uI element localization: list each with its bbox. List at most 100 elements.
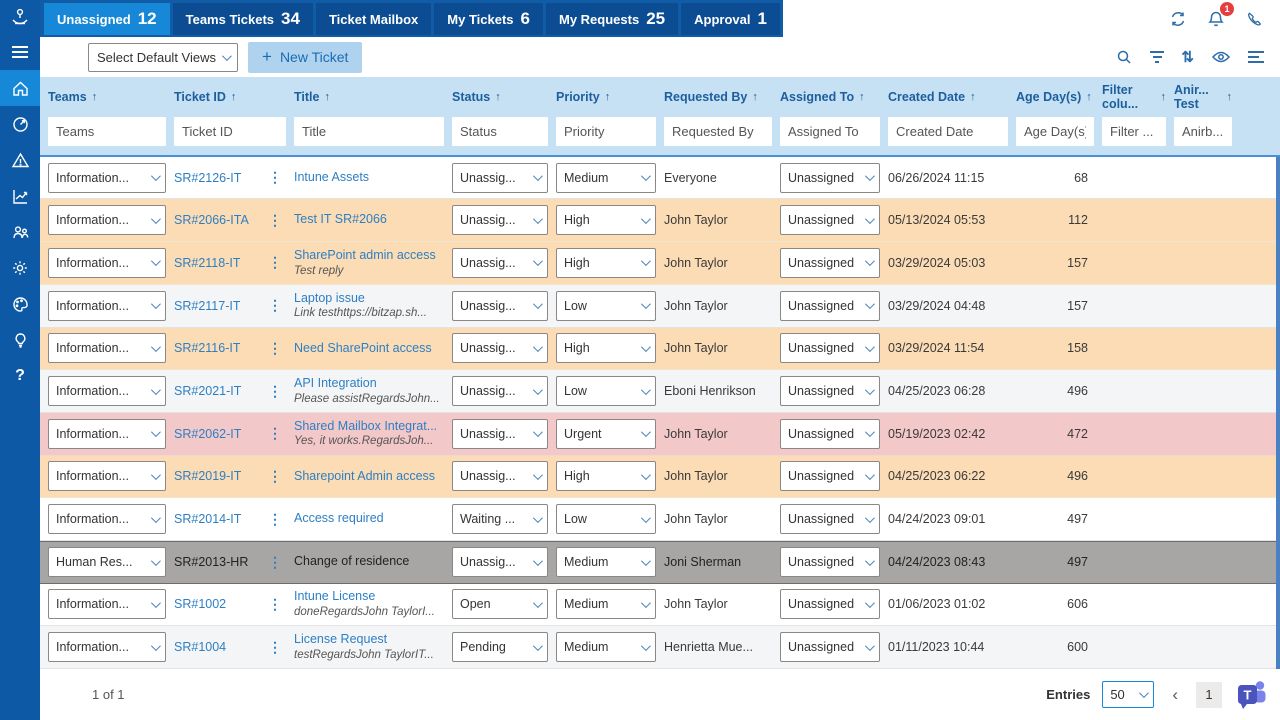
table-row-sr-2019-it[interactable]: Information... SR#2019-IT ⋮ Sharepoint A…: [40, 455, 1280, 499]
status-select[interactable]: Waiting ...: [452, 504, 548, 535]
assigned-to-select[interactable]: Unassigned: [780, 205, 880, 236]
bell-icon[interactable]: 1: [1206, 1, 1234, 29]
sidebar-item-dashboard[interactable]: [0, 106, 40, 142]
assigned-to-select[interactable]: Unassigned: [780, 589, 880, 620]
default-views-dropdown[interactable]: Select Default Views: [88, 42, 238, 72]
ticket-id-link[interactable]: SR#2126-IT: [174, 170, 242, 185]
ticket-title-link[interactable]: Change of residence: [294, 554, 410, 569]
ticket-id-link[interactable]: SR#1002: [174, 597, 227, 612]
filter-input-priority[interactable]: [556, 116, 656, 146]
priority-select[interactable]: High: [556, 247, 656, 278]
column-header-requested-by[interactable]: Requested By ↑: [664, 90, 758, 105]
table-row-sr-2021-it[interactable]: Information... SR#2021-IT ⋮ API Integrat…: [40, 370, 1280, 413]
prev-page-button[interactable]: ‹: [1172, 684, 1178, 704]
filter-input-requested-by[interactable]: [664, 116, 772, 146]
column-header-created-date[interactable]: Created Date ↑: [888, 90, 976, 105]
page-number[interactable]: 1: [1196, 681, 1222, 708]
table-row-sr-2118-it[interactable]: Information... SR#2118-IT ⋮ SharePoint a…: [40, 242, 1280, 285]
table-row-sr-1002[interactable]: Information... SR#1002 ⋮ Intune License …: [40, 583, 1280, 627]
priority-select[interactable]: Low: [556, 290, 656, 321]
sidebar-item-settings[interactable]: [0, 250, 40, 286]
ticket-title-link[interactable]: Test IT SR#2066: [294, 212, 387, 227]
kebab-menu-icon[interactable]: ⋮: [268, 169, 282, 186]
status-select[interactable]: Unassig...: [452, 205, 548, 236]
priority-select[interactable]: Urgent: [556, 418, 656, 449]
column-header-anirb-test[interactable]: Anir... Test ↑: [1174, 83, 1232, 112]
sidebar-item-help[interactable]: ?: [15, 367, 25, 384]
assigned-to-select[interactable]: Unassigned: [780, 547, 880, 578]
status-select[interactable]: Unassig...: [452, 162, 548, 193]
sort-icon[interactable]: ⇅: [1181, 49, 1194, 66]
filter-input-ticket-id[interactable]: [174, 116, 286, 146]
ticket-title-link[interactable]: Sharepoint Admin access: [294, 468, 436, 483]
filter-input-filter-colu[interactable]: [1102, 116, 1166, 146]
priority-select[interactable]: High: [556, 205, 656, 236]
column-header-title[interactable]: Title ↑: [294, 90, 330, 105]
ticket-title-link[interactable]: Laptop issue: [294, 290, 365, 305]
sidebar-item-alerts[interactable]: [0, 142, 40, 178]
table-row-sr-2126-it[interactable]: Information... SR#2126-IT ⋮ Intune Asset…: [40, 156, 1280, 200]
priority-select[interactable]: Low: [556, 376, 656, 407]
sidebar-item-reports[interactable]: [0, 178, 40, 214]
ticket-title-link[interactable]: Intune License: [294, 589, 376, 604]
ticket-id-link[interactable]: SR#2021-IT: [174, 384, 242, 399]
filter-input-teams[interactable]: [48, 116, 166, 146]
ticket-title-link[interactable]: Access required: [294, 511, 384, 526]
refresh-icon[interactable]: [1168, 9, 1188, 29]
kebab-menu-icon[interactable]: ⋮: [268, 510, 282, 527]
priority-select[interactable]: Medium: [556, 547, 656, 578]
kebab-menu-icon[interactable]: ⋮: [268, 467, 282, 484]
hamburger-icon[interactable]: [0, 34, 40, 70]
assigned-to-select[interactable]: Unassigned: [780, 376, 880, 407]
assigned-to-select[interactable]: Unassigned: [780, 632, 880, 663]
sidebar-item-ideas[interactable]: [0, 322, 40, 358]
ticket-id-link[interactable]: SR#2062-IT: [174, 426, 242, 441]
phone-icon[interactable]: [1244, 9, 1264, 29]
ticket-id-link[interactable]: SR#1004: [174, 640, 227, 655]
team-select[interactable]: Information...: [48, 418, 166, 449]
kebab-menu-icon[interactable]: ⋮: [268, 339, 282, 356]
team-select[interactable]: Information...: [48, 376, 166, 407]
team-select[interactable]: Information...: [48, 504, 166, 535]
column-header-status[interactable]: Status ↑: [452, 90, 501, 105]
team-select[interactable]: Information...: [48, 205, 166, 236]
new-ticket-button[interactable]: + New Ticket: [248, 41, 363, 73]
status-select[interactable]: Unassig...: [452, 333, 548, 364]
assigned-to-select[interactable]: Unassigned: [780, 418, 880, 449]
ticket-title-link[interactable]: Intune Assets: [294, 169, 370, 184]
ticket-id-link[interactable]: SR#2117-IT: [174, 298, 241, 313]
entries-per-page-dropdown[interactable]: 50: [1102, 681, 1155, 708]
column-header-age-days[interactable]: Age Day(s) ↑: [1016, 90, 1092, 105]
lines-icon[interactable]: [1248, 51, 1264, 63]
team-select[interactable]: Information...: [48, 589, 166, 620]
eye-icon[interactable]: [1211, 50, 1231, 64]
assigned-to-select[interactable]: Unassigned: [780, 461, 880, 492]
table-row-sr-1004[interactable]: Information... SR#1004 ⋮ License Request…: [40, 626, 1280, 669]
team-select[interactable]: Information...: [48, 290, 166, 321]
kebab-menu-icon[interactable]: ⋮: [268, 254, 282, 271]
kebab-menu-icon[interactable]: ⋮: [268, 382, 282, 399]
kebab-menu-icon[interactable]: ⋮: [268, 595, 282, 612]
filter-input-created-date[interactable]: [888, 116, 1008, 146]
status-select[interactable]: Pending: [452, 632, 548, 663]
status-select[interactable]: Unassig...: [452, 547, 548, 578]
kebab-menu-icon[interactable]: ⋮: [268, 638, 282, 655]
ticket-id-link[interactable]: SR#2066-ITA: [174, 213, 249, 228]
assigned-to-select[interactable]: Unassigned: [780, 290, 880, 321]
ticket-id-link[interactable]: SR#2014-IT: [174, 512, 242, 527]
column-header-assigned-to[interactable]: Assigned To ↑: [780, 90, 865, 105]
sidebar-item-home[interactable]: [0, 70, 40, 106]
filter-input-age-days[interactable]: [1016, 116, 1094, 146]
status-select[interactable]: Unassig...: [452, 290, 548, 321]
filter-input-anirb-test[interactable]: [1174, 116, 1232, 146]
sidebar-item-agents[interactable]: [0, 214, 40, 250]
kebab-menu-icon[interactable]: ⋮: [268, 425, 282, 442]
kebab-menu-icon[interactable]: ⋮: [268, 211, 282, 228]
kebab-menu-icon[interactable]: ⋮: [268, 297, 282, 314]
ticket-title-link[interactable]: Need SharePoint access: [294, 340, 432, 355]
ticket-id-link[interactable]: SR#2116-IT: [174, 341, 241, 356]
table-row-sr-2014-it[interactable]: Information... SR#2014-IT ⋮ Access requi…: [40, 498, 1280, 541]
priority-select[interactable]: Low: [556, 504, 656, 535]
team-select[interactable]: Information...: [48, 162, 166, 193]
ticket-title-link[interactable]: SharePoint admin access: [294, 247, 436, 262]
